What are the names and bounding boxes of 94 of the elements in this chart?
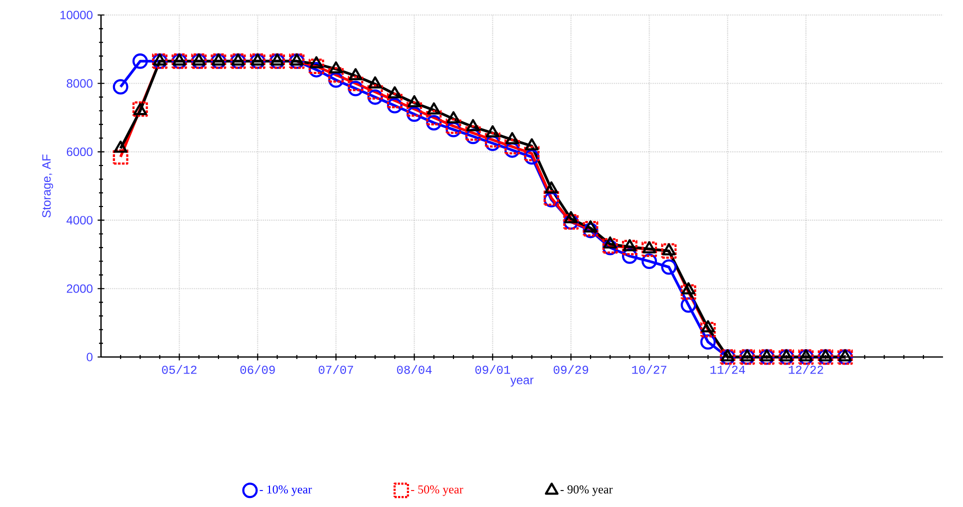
point xyxy=(780,349,794,362)
point xyxy=(348,80,364,96)
point xyxy=(406,101,422,117)
y-tick-label: 4000 xyxy=(66,216,92,224)
point xyxy=(328,72,344,88)
x-tick-label: 12/22 xyxy=(788,365,824,374)
point xyxy=(564,211,578,224)
point xyxy=(524,138,539,150)
point xyxy=(290,53,304,66)
point xyxy=(740,349,754,362)
point xyxy=(368,76,382,88)
x-tick-label: 06/09 xyxy=(240,365,275,374)
point xyxy=(426,114,442,130)
point xyxy=(484,132,500,148)
point xyxy=(466,119,480,132)
point xyxy=(446,111,460,124)
x-tick-label: 05/12 xyxy=(162,365,196,374)
point xyxy=(348,76,364,92)
point xyxy=(622,240,638,256)
point xyxy=(642,254,658,269)
point xyxy=(367,89,383,105)
point xyxy=(192,53,206,66)
point xyxy=(388,86,402,98)
point xyxy=(367,84,383,100)
point xyxy=(446,122,462,138)
point xyxy=(603,236,617,249)
x-axis-title: year xyxy=(510,378,534,387)
point xyxy=(112,149,128,165)
point xyxy=(308,62,324,78)
point xyxy=(348,68,362,80)
point xyxy=(446,118,462,134)
y-tick-label: 10000 xyxy=(60,10,92,20)
point xyxy=(486,125,500,138)
x-tick-label: 08/04 xyxy=(397,365,432,374)
point xyxy=(720,349,734,362)
point xyxy=(701,320,715,332)
point xyxy=(505,132,520,144)
point xyxy=(212,53,226,66)
point xyxy=(622,239,637,252)
point xyxy=(524,149,540,165)
point xyxy=(465,125,481,141)
point xyxy=(661,243,677,259)
point xyxy=(270,53,284,66)
point xyxy=(132,53,148,69)
point xyxy=(642,241,656,254)
point xyxy=(700,334,716,350)
point xyxy=(760,349,774,362)
point xyxy=(386,98,402,114)
point xyxy=(112,79,128,95)
y-axis-title: Storage, AF xyxy=(42,154,54,218)
point xyxy=(427,102,441,114)
point xyxy=(662,243,676,256)
point xyxy=(622,248,638,264)
point xyxy=(308,58,324,74)
legend-label: - 90% year xyxy=(560,485,613,496)
point xyxy=(407,95,422,108)
legend-label: - 50% year xyxy=(411,485,464,496)
point xyxy=(544,181,558,194)
y-tick-label: 8000 xyxy=(66,79,92,88)
point xyxy=(682,282,696,294)
point xyxy=(152,53,167,66)
point xyxy=(172,53,186,66)
point xyxy=(328,67,344,83)
point xyxy=(700,322,716,338)
point xyxy=(642,242,658,258)
point xyxy=(680,297,696,313)
point xyxy=(250,53,264,66)
x-tick-label: 11/24 xyxy=(710,365,745,374)
point xyxy=(310,56,324,68)
point xyxy=(524,146,540,162)
point xyxy=(406,106,422,122)
point xyxy=(504,142,520,158)
x-tick-label: 10/27 xyxy=(632,365,666,374)
point xyxy=(114,140,128,153)
point xyxy=(680,284,696,300)
point xyxy=(838,349,852,362)
legend-label: - 10% year xyxy=(260,485,312,496)
y-tick-label: 0 xyxy=(86,352,92,362)
point xyxy=(818,349,832,362)
point xyxy=(661,259,677,275)
point xyxy=(329,61,343,74)
x-tick-label: 09/01 xyxy=(475,365,510,374)
point xyxy=(799,349,813,362)
x-tick-label: 09/29 xyxy=(554,365,588,374)
point xyxy=(386,92,402,108)
point xyxy=(465,128,481,144)
point xyxy=(504,138,520,154)
point xyxy=(426,110,442,126)
point xyxy=(584,220,598,232)
y-tick-label: 6000 xyxy=(66,148,92,156)
point xyxy=(484,136,500,151)
point xyxy=(231,53,245,66)
x-tick-label: 07/07 xyxy=(318,365,354,374)
y-tick-label: 2000 xyxy=(66,284,92,293)
